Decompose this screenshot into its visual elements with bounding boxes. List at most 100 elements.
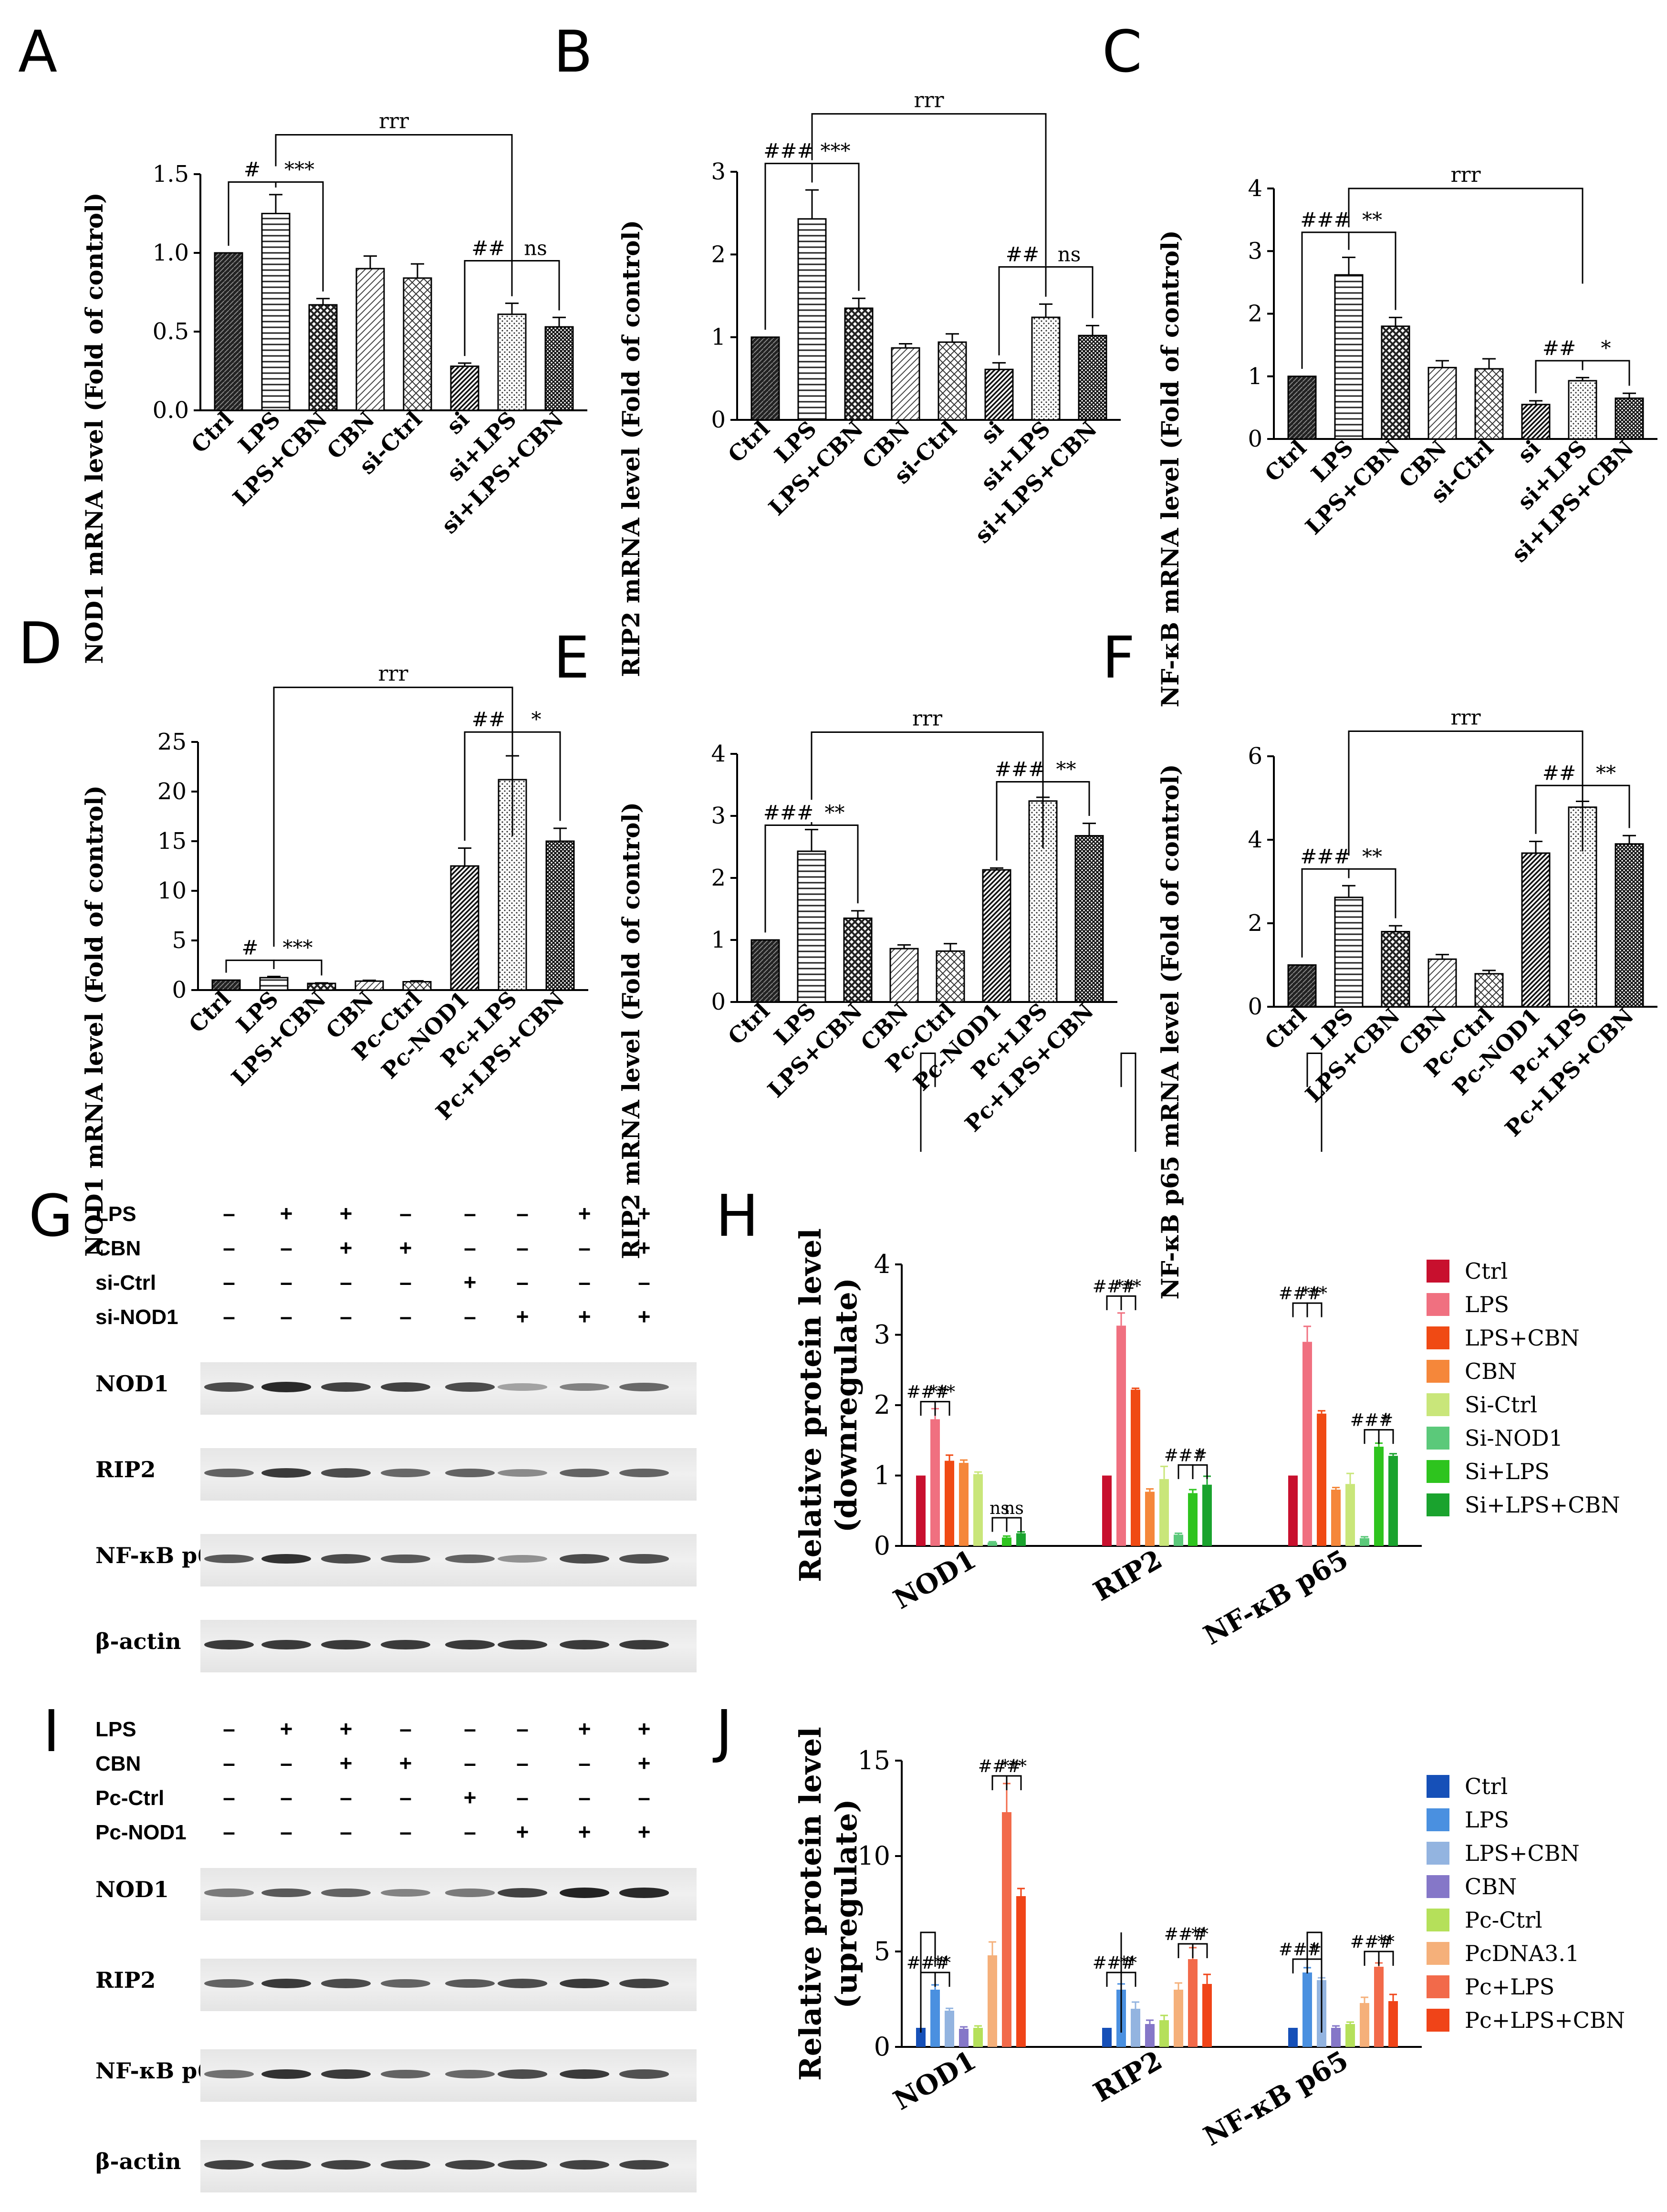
significance-bracket	[1348, 730, 1584, 856]
bar	[945, 1461, 954, 1546]
condition-sign: –	[280, 1235, 292, 1260]
bar	[1159, 2020, 1169, 2047]
condition-sign: –	[399, 1819, 412, 1844]
significance-label: **	[1362, 208, 1382, 231]
condition-sign: +	[637, 1751, 651, 1775]
protein-band	[445, 1382, 495, 1392]
bar	[1374, 1447, 1384, 1546]
y-tick-label: 1	[711, 324, 726, 351]
condition-sign: –	[516, 1235, 529, 1260]
y-tick-label: 10	[857, 1841, 890, 1871]
bar	[1521, 404, 1551, 440]
bar	[1074, 835, 1104, 1003]
bar	[1334, 274, 1364, 440]
bar	[1427, 366, 1457, 440]
legend-label: Ctrl	[1465, 1774, 1508, 1799]
bar	[1016, 1533, 1026, 1546]
x-tick-label: NOD1	[888, 1544, 981, 1616]
y-tick-label: 10	[157, 877, 187, 904]
condition-sign: +	[280, 1716, 293, 1741]
condition-sign: +	[339, 1235, 353, 1260]
significance-label: rrr	[379, 109, 409, 134]
significance-label: ###	[1279, 1940, 1322, 1960]
y-tick-label: 2	[711, 241, 726, 268]
bar	[1078, 334, 1107, 421]
legend-swatch	[1427, 1942, 1449, 1965]
protein-band	[381, 1469, 430, 1477]
condition-sign: +	[339, 1751, 353, 1775]
bar	[259, 977, 289, 991]
y-tick-label: 5	[874, 1936, 890, 1966]
bar	[1145, 2024, 1155, 2047]
bar	[1388, 1456, 1398, 1546]
significance-bracket	[811, 731, 1044, 848]
bar	[1116, 1325, 1126, 1546]
significance-bracket	[1106, 1295, 1122, 1310]
protein-band	[619, 1639, 669, 1650]
condition-sign: –	[340, 1304, 352, 1329]
condition-label: LPS	[95, 1718, 136, 1741]
condition-label: Pc-Ctrl	[95, 1786, 165, 1810]
protein-band	[498, 1555, 547, 1563]
condition-sign: –	[464, 1716, 476, 1741]
y-tick-label: 20	[157, 778, 187, 805]
significance-label: ###	[1350, 1411, 1394, 1430]
protein-band	[619, 1383, 669, 1391]
condition-sign: +	[578, 1716, 591, 1741]
condition-sign: +	[399, 1751, 412, 1775]
condition-sign: –	[516, 1751, 529, 1775]
bar	[1345, 2024, 1355, 2047]
significance-label: ##	[1006, 242, 1039, 266]
y-tick-label: 0	[874, 2032, 890, 2062]
protein-band	[445, 1468, 495, 1478]
significance-label: **	[934, 1953, 951, 1973]
bar	[936, 950, 965, 1003]
bar	[1202, 1984, 1212, 2047]
panel-label-e: E	[553, 625, 590, 691]
band-label: RIP2	[95, 1457, 156, 1482]
x-tick-label: NF-κB p65	[1198, 1544, 1354, 1651]
bar	[1288, 2028, 1298, 2047]
legend-label: LPS+CBN	[1465, 1840, 1580, 1866]
protein-band	[381, 1382, 430, 1392]
band-label: RIP2	[95, 1967, 156, 1993]
significance-bracket	[1378, 1951, 1394, 1966]
bar	[214, 252, 243, 411]
condition-sign: +	[463, 1270, 477, 1294]
bar	[1615, 397, 1644, 440]
bar	[211, 979, 241, 991]
bar	[1202, 1484, 1212, 1546]
significance-label: ###	[1093, 1277, 1136, 1296]
legend-swatch	[1427, 1260, 1449, 1283]
significance-label: ns	[524, 237, 547, 260]
significance-bracket	[1120, 1295, 1136, 1310]
bar	[1102, 2028, 1112, 2047]
significance-bracket	[1192, 1464, 1208, 1479]
bar	[261, 213, 291, 411]
protein-band	[381, 1979, 430, 1988]
x-tick-label: Ctrl	[1260, 435, 1312, 487]
significance-bracket	[1292, 1958, 1308, 1973]
protein-band	[560, 2069, 609, 2079]
x-tick-label: NF-κB p65	[1198, 2045, 1354, 2152]
x-tick-label: Ctrl	[1260, 1003, 1312, 1055]
bar	[1188, 1493, 1198, 1546]
panel-label-d: D	[18, 611, 63, 677]
protein-band	[498, 2069, 547, 2079]
bar	[1188, 1959, 1198, 2047]
protein-band	[321, 1979, 371, 1988]
x-tick-label: NOD1	[888, 2045, 981, 2117]
bar	[1287, 964, 1317, 1008]
condition-sign: +	[339, 1201, 353, 1226]
protein-band	[381, 2069, 430, 2079]
bar	[544, 326, 574, 411]
condition-sign: +	[637, 1201, 651, 1226]
significance-label: ***	[1302, 1284, 1327, 1304]
significance-label: **	[1056, 758, 1076, 781]
y-tick-label: 1.0	[153, 240, 189, 266]
significance-label: ##	[1542, 336, 1576, 360]
significance-bracket	[1292, 1302, 1308, 1317]
bar	[1331, 1490, 1341, 1546]
y-tick-label: 0	[874, 1531, 890, 1561]
condition-sign: –	[340, 1819, 352, 1844]
